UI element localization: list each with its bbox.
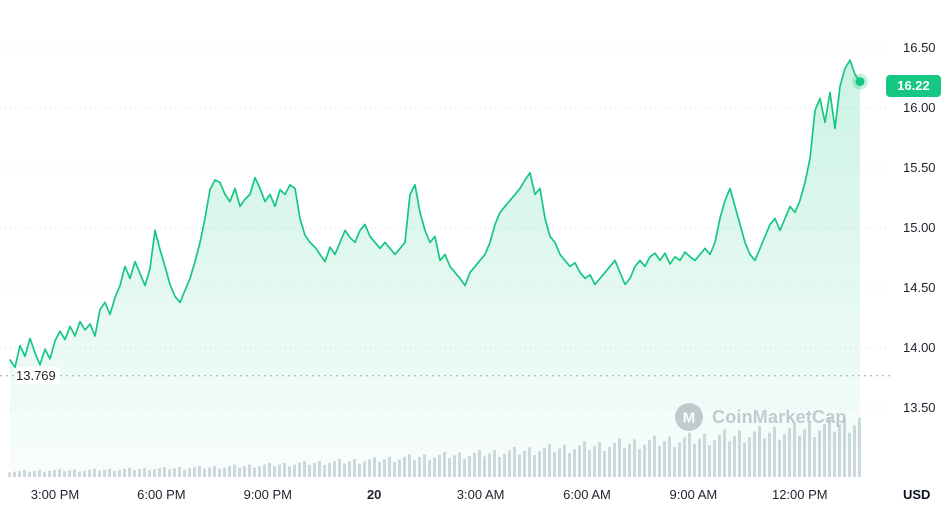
low-price-label: 13.769 xyxy=(16,366,60,384)
current-price-dot xyxy=(855,77,865,87)
y-axis-label: 15.50 xyxy=(903,160,936,175)
x-axis-label: 12:00 PM xyxy=(771,487,828,502)
y-axis-label: 14.50 xyxy=(903,280,936,295)
y-axis-label: 14.00 xyxy=(903,340,936,355)
current-price-badge: 16.22 xyxy=(886,74,941,97)
price-area-fill xyxy=(10,60,860,477)
y-axis-label: 16.00 xyxy=(903,100,936,115)
price-line xyxy=(9,59,861,369)
x-axis-label: 3:00 AM xyxy=(456,487,505,502)
x-axis-label: 9:00 PM xyxy=(243,487,293,502)
currency-label: USD xyxy=(903,487,931,502)
x-axis-label: 6:00 AM xyxy=(563,487,611,502)
x-axis-label: 9:00 AM xyxy=(669,487,718,502)
x-axis-label: 3:00 PM xyxy=(30,487,80,502)
x-axis-label: 20 xyxy=(366,487,382,502)
y-axis-label: 15.00 xyxy=(903,220,936,235)
y-axis-label: 13.50 xyxy=(903,400,936,415)
y-axis-label: 16.50 xyxy=(903,40,936,55)
x-axis-label: 6:00 PM xyxy=(137,487,186,502)
